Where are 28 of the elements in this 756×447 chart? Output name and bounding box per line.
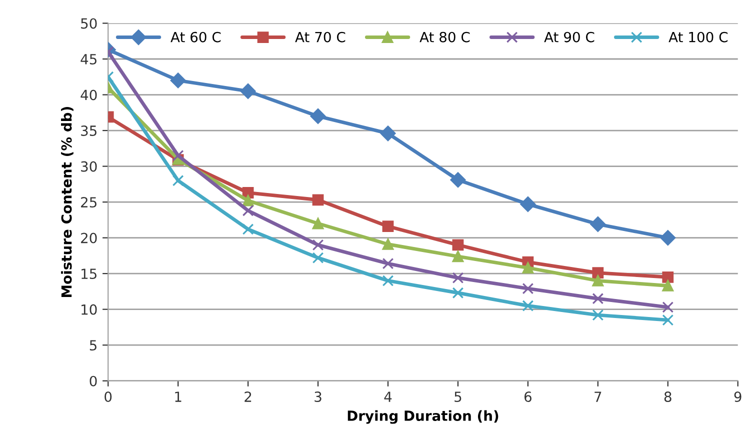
- legend-label: At 100 C: [668, 32, 728, 42]
- x-tick-label: 4: [384, 392, 392, 402]
- x-tick-label: 8: [664, 392, 672, 402]
- legend-label: At 60 C: [170, 32, 221, 42]
- y-tick-label: 5: [90, 340, 96, 351]
- y-tick-label: 15: [82, 268, 96, 280]
- y-tick-label: 20: [81, 232, 97, 244]
- x-tick-label: 1: [175, 392, 182, 402]
- x-tick-label: 6: [524, 392, 532, 402]
- x-axis-title: Drying Duration (h): [348, 410, 498, 424]
- y-tick-label: 35: [81, 125, 96, 136]
- y-tick-label: 40: [80, 90, 97, 100]
- x-tick-label: 7: [594, 392, 602, 402]
- x-tick-label: 2: [244, 392, 252, 402]
- x-tick-label: 3: [314, 392, 322, 402]
- y-tick-label: 25: [81, 197, 96, 208]
- y-tick-label: 30: [81, 161, 97, 172]
- y-axis-title: Moisture Content (% db): [61, 107, 74, 297]
- x-tick-label: 0: [104, 392, 112, 402]
- x-tick-label: 5: [454, 392, 462, 402]
- legend-label: At 80 C: [420, 32, 470, 42]
- y-tick-label: 0: [90, 376, 97, 386]
- x-tick-label: 9: [734, 392, 742, 402]
- y-tick-label: 10: [82, 304, 97, 315]
- legend-label: At 90 C: [544, 32, 594, 42]
- y-tick-label: 45: [80, 54, 96, 64]
- legend-label: At 70 C: [295, 32, 346, 42]
- y-tick-label: 50: [81, 18, 97, 29]
